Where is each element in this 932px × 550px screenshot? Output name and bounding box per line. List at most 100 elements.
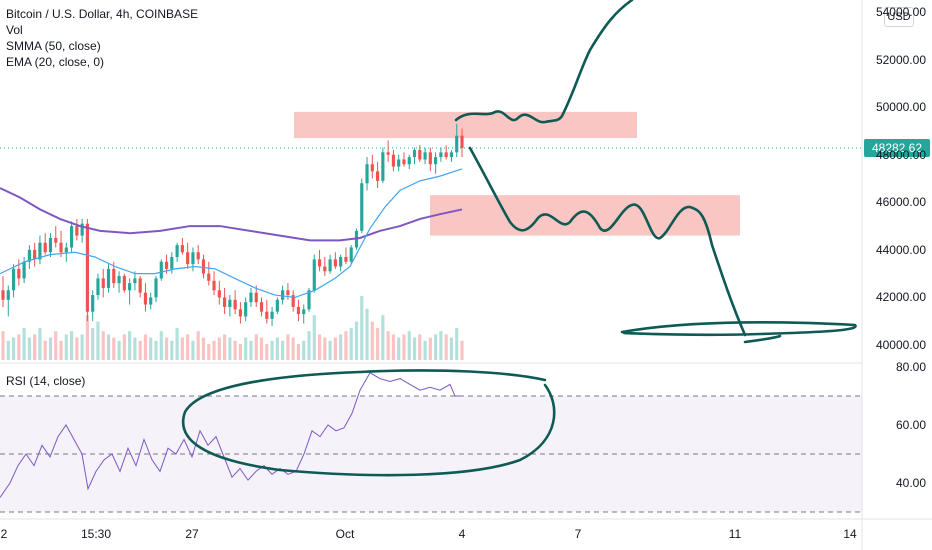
currency-button[interactable]: USD xyxy=(884,7,914,27)
volume-bar xyxy=(70,331,74,360)
volume-bar xyxy=(249,340,253,360)
legend-vol[interactable]: Vol xyxy=(6,23,23,37)
candle-body xyxy=(17,268,21,279)
volume-bar xyxy=(159,331,163,360)
volume-bar xyxy=(38,328,42,360)
candle-body xyxy=(33,249,37,260)
rsi-legend[interactable]: RSI (14, close) xyxy=(6,374,86,388)
volume-bar xyxy=(175,328,179,360)
volume-bar xyxy=(6,340,10,360)
volume-bar xyxy=(75,337,79,360)
volume-bar xyxy=(270,340,274,360)
volume-bar xyxy=(112,337,116,360)
candle-body xyxy=(307,290,311,310)
candle-body xyxy=(1,290,5,300)
candle-body xyxy=(180,245,184,253)
candle-body xyxy=(27,249,31,262)
volume-bar xyxy=(117,340,121,360)
volume-bar xyxy=(286,334,290,360)
time-tick-label: 4 xyxy=(458,527,466,541)
candle-body xyxy=(175,245,179,257)
volume-bar xyxy=(244,337,248,360)
legend-ema[interactable]: EMA (20, close, 0) xyxy=(6,55,105,69)
volume-bar xyxy=(391,334,395,360)
volume-bar xyxy=(381,315,385,360)
volume-bar xyxy=(133,337,137,360)
candle-body xyxy=(186,252,190,265)
volume-bar xyxy=(402,334,406,360)
volume-bar xyxy=(223,334,227,360)
candle-body xyxy=(412,149,417,158)
drawing-support-tick xyxy=(743,334,782,344)
candle-body xyxy=(233,299,237,310)
volume-bar xyxy=(439,331,443,360)
volume-bar xyxy=(449,337,454,360)
candle-body xyxy=(96,278,100,296)
candle-body xyxy=(339,256,343,267)
symbol-title[interactable]: Bitcoin / U.S. Dollar, 4h, COINBASE xyxy=(6,7,199,21)
candle-body xyxy=(444,152,448,158)
volume-bar xyxy=(233,340,237,360)
volume-bar xyxy=(428,337,432,360)
price-tick-label: 50000.00 xyxy=(875,100,926,115)
volume-bar xyxy=(407,331,411,360)
candle-body xyxy=(228,299,232,307)
volume-bar xyxy=(43,340,47,360)
volume-bar xyxy=(254,334,258,360)
volume-bar xyxy=(423,340,427,360)
volume-bar xyxy=(143,334,148,360)
legend-smma[interactable]: SMMA (50, close) xyxy=(6,39,101,53)
candle-body xyxy=(238,309,242,317)
candle-body xyxy=(460,135,464,148)
volume-bar xyxy=(27,337,31,360)
candle-body xyxy=(11,268,16,291)
candle-body xyxy=(418,149,422,160)
candle-body xyxy=(333,259,337,267)
candle-body xyxy=(207,273,211,281)
volume-bar xyxy=(48,337,53,360)
drawing-bear-path xyxy=(468,146,747,337)
candle-body xyxy=(38,242,42,260)
volume-bar xyxy=(434,334,438,360)
candle-body xyxy=(138,278,142,293)
candle-body xyxy=(376,171,380,181)
candle-body xyxy=(428,152,432,165)
candle-body xyxy=(449,152,454,158)
candle-body xyxy=(296,306,301,315)
candle-body xyxy=(75,226,79,236)
volume-bar xyxy=(339,334,343,360)
volume-bar xyxy=(302,340,306,360)
candle-body xyxy=(259,302,264,312)
resistance-zone-2 xyxy=(430,195,740,236)
volume-bar xyxy=(59,340,63,360)
volume-bar xyxy=(228,337,232,360)
volume-bar xyxy=(344,331,348,360)
volume-bar xyxy=(212,340,216,360)
candle-body xyxy=(112,268,116,284)
candle-body xyxy=(223,297,227,307)
candle-body xyxy=(370,164,374,172)
volume-bar xyxy=(149,337,153,360)
candle-body xyxy=(201,259,206,274)
volume-bar xyxy=(122,334,126,360)
volume-bar xyxy=(85,315,89,360)
rsi-tick-label: 60.00 xyxy=(895,418,926,432)
candle-body xyxy=(170,256,174,269)
candle-body xyxy=(397,159,401,167)
resistance-zone-1 xyxy=(294,111,637,139)
candle-body xyxy=(312,259,316,291)
volume-bar xyxy=(328,340,332,360)
volume-bar xyxy=(455,328,459,360)
volume-bar xyxy=(186,334,190,360)
price-tick-label: 42000.00 xyxy=(875,290,926,305)
volume-bar xyxy=(106,334,111,360)
volume-bar xyxy=(191,340,195,360)
candle-body xyxy=(323,266,327,272)
candle-body xyxy=(64,247,68,253)
smma-line xyxy=(0,187,463,242)
time-tick-label: 7 xyxy=(574,527,582,541)
candle-body xyxy=(22,261,26,279)
candle-body xyxy=(328,259,332,272)
volume-bar xyxy=(201,337,206,360)
